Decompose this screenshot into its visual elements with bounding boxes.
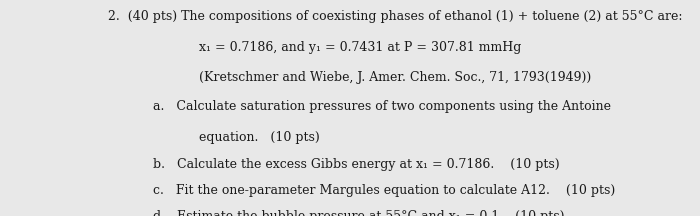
Text: b.   Calculate the excess Gibbs energy at x₁ = 0.7186.    (10 pts): b. Calculate the excess Gibbs energy at … <box>153 158 559 171</box>
Text: x₁ = 0.7186, and y₁ = 0.7431 at P = 307.81 mmHg: x₁ = 0.7186, and y₁ = 0.7431 at P = 307.… <box>199 41 522 54</box>
Text: 2.  (40 pts) The compositions of coexisting phases of ethanol (1) + toluene (2) : 2. (40 pts) The compositions of coexisti… <box>108 10 683 23</box>
Text: c.   Fit the one-parameter Margules equation to calculate A12.    (10 pts): c. Fit the one-parameter Margules equati… <box>153 184 615 197</box>
Text: equation.   (10 pts): equation. (10 pts) <box>199 131 321 144</box>
Text: a.   Calculate saturation pressures of two components using the Antoine: a. Calculate saturation pressures of two… <box>153 100 610 113</box>
Text: (Kretschmer and Wiebe, J. Amer. Chem. Soc., 71, 1793(1949)): (Kretschmer and Wiebe, J. Amer. Chem. So… <box>199 71 592 84</box>
Text: d.   Estimate the bubble pressure at 55°C and x₁ = 0.1.   (10 pts): d. Estimate the bubble pressure at 55°C … <box>153 210 564 216</box>
